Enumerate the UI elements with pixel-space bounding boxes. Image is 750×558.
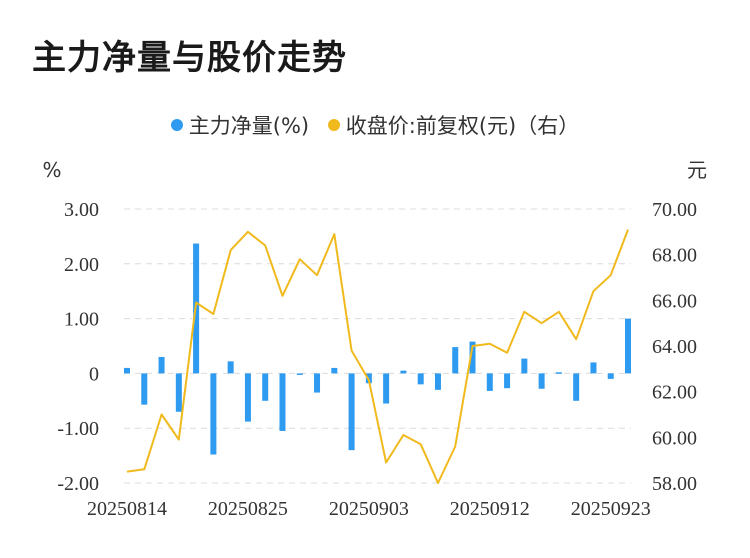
left-axis-tick-label: 3.00 bbox=[64, 199, 99, 221]
x-axis-tick-label: 20250923 bbox=[571, 498, 651, 520]
net-flow-bar bbox=[158, 356, 165, 374]
right-axis-tick-label: 64.00 bbox=[652, 336, 697, 358]
net-flow-bar bbox=[555, 372, 562, 374]
net-flow-bar bbox=[210, 373, 217, 455]
x-axis-tick-label: 20250825 bbox=[208, 498, 288, 520]
right-axis-tick-label: 70.00 bbox=[652, 199, 697, 221]
x-axis-tick-label: 20250814 bbox=[87, 498, 167, 520]
net-flow-bar bbox=[573, 373, 580, 401]
net-flow-bar bbox=[296, 373, 303, 375]
net-flow-bar bbox=[625, 318, 631, 374]
net-flow-bar bbox=[538, 373, 545, 389]
left-axis-tick-label: -2.00 bbox=[57, 473, 99, 495]
right-axis-tick-label: 60.00 bbox=[652, 427, 697, 449]
close-price-line bbox=[126, 229, 629, 484]
right-axis-tick-label: 62.00 bbox=[652, 382, 697, 404]
right-axis-unit: 元 bbox=[687, 158, 707, 182]
legend-label-close-price: 收盘价:前复权(元)（右） bbox=[345, 114, 580, 138]
net-flow-bar bbox=[124, 367, 130, 374]
net-flow-bar bbox=[141, 373, 148, 405]
net-flow-bar bbox=[607, 373, 614, 379]
left-axis-tick-label: 1.00 bbox=[64, 309, 99, 331]
net-flow-bar bbox=[469, 341, 476, 374]
x-axis-tick-label: 20250912 bbox=[450, 498, 530, 520]
net-flow-bar bbox=[486, 373, 493, 391]
net-flow-bar bbox=[279, 373, 286, 431]
left-axis-tick-label: 2.00 bbox=[64, 254, 99, 276]
net-flow-bar bbox=[244, 373, 251, 422]
legend-item-net-flow[interactable]: 主力净量(%) bbox=[170, 110, 310, 140]
page-title: 主力净量与股价走势 bbox=[32, 38, 347, 78]
net-flow-bar bbox=[434, 373, 441, 390]
legend-marker-net-flow bbox=[170, 119, 183, 131]
right-axis-tick-label: 58.00 bbox=[652, 473, 697, 495]
net-flow-bar bbox=[452, 347, 459, 374]
left-axis-tick-label: -1.00 bbox=[57, 418, 99, 440]
net-flow-bar bbox=[521, 358, 528, 374]
legend-label-net-flow: 主力净量(%) bbox=[188, 114, 310, 138]
left-axis-unit: % bbox=[42, 158, 61, 182]
left-axis-tick-label: 0 bbox=[89, 363, 99, 385]
net-flow-bar bbox=[227, 361, 234, 374]
net-flow-bar bbox=[348, 373, 355, 451]
right-axis-tick-label: 68.00 bbox=[652, 245, 697, 267]
x-axis-tick-label: 20250903 bbox=[329, 498, 409, 520]
net-flow-bar bbox=[314, 373, 321, 393]
net-flow-bar bbox=[262, 373, 269, 401]
net-flow-bar bbox=[417, 373, 424, 385]
net-flow-bar bbox=[590, 362, 597, 374]
legend-item-close-price[interactable]: 收盘价:前复权(元)（右） bbox=[327, 110, 580, 140]
net-flow-bar bbox=[400, 370, 407, 374]
net-flow-bar bbox=[331, 367, 338, 374]
chart-legend: 主力净量(%) 收盘价:前复权(元)（右） bbox=[0, 110, 750, 140]
right-axis-tick-label: 66.00 bbox=[652, 290, 697, 312]
net-flow-bar bbox=[504, 373, 511, 389]
net-flow-bar bbox=[175, 373, 182, 412]
net-flow-bar bbox=[383, 373, 390, 404]
legend-marker-close-price bbox=[327, 119, 340, 131]
